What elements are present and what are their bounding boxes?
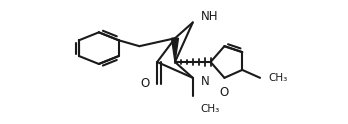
- Text: CH₃: CH₃: [201, 104, 220, 114]
- Text: O: O: [220, 86, 229, 99]
- Polygon shape: [172, 38, 179, 62]
- Text: O: O: [140, 77, 149, 90]
- Text: N: N: [201, 75, 209, 88]
- Text: NH: NH: [201, 10, 218, 23]
- Text: CH₃: CH₃: [268, 73, 287, 83]
